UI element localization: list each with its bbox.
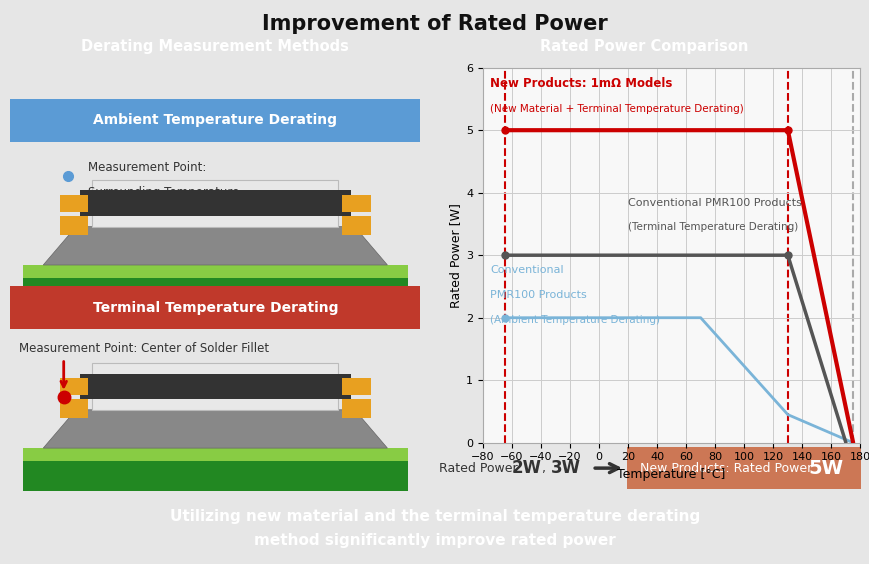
Text: Rated Power Comparison: Rated Power Comparison — [540, 39, 748, 54]
Text: Measurement Point: Center of Solder Fillet: Measurement Point: Center of Solder Fill… — [18, 342, 269, 355]
Text: Conventional PMR100 Products: Conventional PMR100 Products — [627, 198, 801, 208]
Text: New Products: Rated Power: New Products: Rated Power — [640, 461, 816, 475]
X-axis label: Temperature [°C]: Temperature [°C] — [617, 468, 725, 481]
Text: method significantly improve rated power: method significantly improve rated power — [254, 533, 615, 548]
Text: Improvement of Rated Power: Improvement of Rated Power — [262, 14, 607, 34]
Polygon shape — [43, 227, 387, 265]
FancyBboxPatch shape — [60, 216, 88, 235]
FancyBboxPatch shape — [60, 195, 88, 212]
FancyBboxPatch shape — [92, 180, 338, 227]
Text: 2W: 2W — [511, 459, 541, 477]
FancyBboxPatch shape — [23, 265, 408, 278]
FancyBboxPatch shape — [80, 373, 350, 399]
FancyBboxPatch shape — [23, 278, 408, 307]
FancyArrowPatch shape — [594, 464, 618, 473]
FancyBboxPatch shape — [23, 448, 408, 461]
Text: (Ambient Temperature Derating): (Ambient Temperature Derating) — [489, 315, 660, 325]
Text: Utilizing new material and the terminal temperature derating: Utilizing new material and the terminal … — [169, 509, 700, 524]
Text: (Terminal Temperature Derating): (Terminal Temperature Derating) — [627, 222, 798, 232]
Text: Derating Measurement Methods: Derating Measurement Methods — [82, 39, 348, 54]
Text: Terminal Temperature Derating: Terminal Temperature Derating — [92, 301, 338, 315]
FancyBboxPatch shape — [342, 378, 370, 395]
Text: ,: , — [541, 461, 546, 475]
Text: Conventional: Conventional — [489, 265, 563, 275]
Text: Measurement Point:: Measurement Point: — [88, 161, 207, 174]
Polygon shape — [43, 410, 387, 448]
FancyBboxPatch shape — [342, 399, 370, 418]
FancyBboxPatch shape — [60, 378, 88, 395]
Text: PMR100 Products: PMR100 Products — [489, 289, 587, 299]
FancyBboxPatch shape — [23, 461, 408, 491]
FancyBboxPatch shape — [10, 99, 420, 142]
Y-axis label: Rated Power [W]: Rated Power [W] — [448, 203, 461, 307]
Text: Rated Power: Rated Power — [439, 461, 521, 475]
Text: Ambient Temperature Derating: Ambient Temperature Derating — [93, 113, 337, 127]
Text: (New Material + Terminal Temperature Derating): (New Material + Terminal Temperature Der… — [489, 104, 743, 114]
Text: 3W: 3W — [550, 459, 580, 477]
Text: Surrounding Temperature: Surrounding Temperature — [88, 186, 239, 199]
FancyBboxPatch shape — [60, 399, 88, 418]
FancyBboxPatch shape — [627, 447, 859, 490]
FancyBboxPatch shape — [80, 191, 350, 216]
Text: New Products: 1mΩ Models: New Products: 1mΩ Models — [489, 77, 672, 90]
FancyBboxPatch shape — [342, 195, 370, 212]
FancyBboxPatch shape — [92, 363, 338, 410]
Text: 5W: 5W — [807, 459, 843, 478]
FancyBboxPatch shape — [10, 287, 420, 329]
FancyBboxPatch shape — [342, 216, 370, 235]
